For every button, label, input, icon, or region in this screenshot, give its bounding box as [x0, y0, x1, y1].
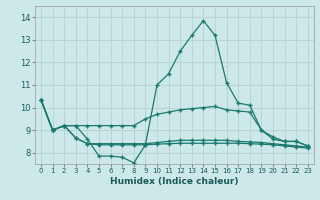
- X-axis label: Humidex (Indice chaleur): Humidex (Indice chaleur): [110, 177, 239, 186]
